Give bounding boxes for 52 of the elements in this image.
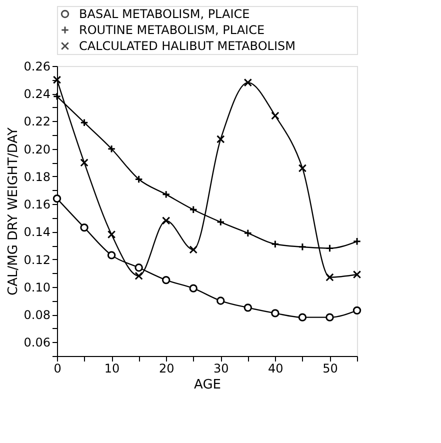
x-tick-label: 10 (104, 362, 120, 376)
x-tick-label: 0 (54, 362, 62, 376)
legend-label: ROUTINE METABOLISM, PLAICE (79, 23, 265, 37)
point (52, 194, 62, 203)
point (271, 309, 280, 318)
point (216, 296, 225, 305)
point (244, 78, 252, 87)
point (326, 273, 334, 282)
point (80, 158, 88, 167)
point (216, 218, 225, 226)
point (244, 228, 252, 238)
legend-label: CALCULATED HALIBUT METABOLISM (79, 39, 296, 53)
point (134, 264, 143, 272)
x-axis-title: AGE (194, 378, 221, 392)
point (189, 284, 198, 292)
y-tick-label: 0.06 (24, 336, 50, 350)
point (189, 246, 198, 254)
y-tick-label: 0.12 (24, 252, 50, 267)
y-tick-label: 0.18 (24, 170, 50, 184)
legend-label: BASAL METABOLISM, PLAICE (79, 7, 250, 21)
x-tick-label: 20 (158, 362, 174, 376)
x-tick-label: 50 (322, 362, 338, 376)
point (107, 251, 116, 260)
y-axis-title: CAL/MG DRY WEIGHT/DAY (6, 127, 21, 296)
point (244, 304, 252, 312)
y-tick-label: 0.26 (24, 60, 50, 74)
point (134, 272, 143, 280)
point (107, 230, 116, 239)
y-tick-label: 0.20 (24, 142, 50, 156)
x-tick-label: 40 (268, 362, 284, 376)
y-tick-label: 0.16 (24, 198, 50, 212)
point (352, 306, 362, 315)
point (326, 313, 334, 322)
point (162, 190, 170, 199)
y-tick-label: 0.24 (24, 87, 50, 102)
point (352, 270, 362, 279)
point (298, 164, 307, 172)
point (189, 206, 198, 214)
point (162, 276, 170, 284)
point (271, 112, 280, 120)
point (298, 313, 307, 322)
point (134, 175, 143, 184)
x-tick-label: 30 (213, 362, 229, 376)
y-tick-label: 0.14 (24, 225, 50, 240)
y-tick-label: 0.22 (24, 114, 50, 129)
y-tick-label: 0.10 (24, 280, 50, 294)
point (162, 216, 170, 225)
point (216, 135, 225, 144)
point (107, 144, 116, 153)
point (80, 118, 88, 127)
y-tick-label: 0.08 (24, 308, 50, 322)
point (80, 223, 88, 232)
